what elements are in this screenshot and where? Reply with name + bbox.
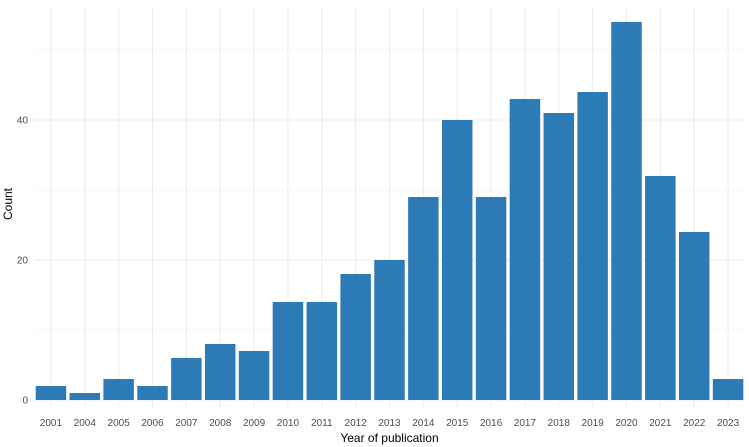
- x-tick-label: 2008: [209, 418, 232, 429]
- bar-2019: [577, 92, 608, 400]
- x-tick-label: 2023: [717, 418, 740, 429]
- x-tick-label: 2004: [74, 418, 97, 429]
- x-tick-label: 2019: [582, 418, 605, 429]
- bar-2023: [712, 379, 744, 400]
- bar-2021: [645, 176, 676, 400]
- y-tick-label: 20: [17, 256, 29, 267]
- x-tick-label: 2021: [649, 418, 672, 429]
- x-tick-label: 2022: [683, 418, 706, 429]
- x-tick-label: 2014: [412, 418, 435, 429]
- bar-2007: [171, 358, 202, 400]
- y-tick-label: 40: [17, 116, 29, 127]
- x-tick-label: 2009: [243, 418, 266, 429]
- bar-2016: [475, 197, 507, 400]
- x-tick-label: 2016: [480, 418, 503, 429]
- y-tick-label: 0: [22, 396, 28, 407]
- bar-2020: [611, 22, 642, 400]
- x-tick-label: 2020: [615, 418, 638, 429]
- bar-2015: [441, 120, 473, 400]
- x-tick-label: 2011: [311, 418, 333, 429]
- x-axis-title: Year of publication: [340, 431, 438, 445]
- x-tick-label: 2010: [277, 418, 300, 429]
- bar-2004: [69, 393, 101, 400]
- x-tick-label: 2018: [548, 418, 571, 429]
- x-tick-label: 2001: [40, 418, 63, 429]
- bar-2013: [374, 260, 405, 400]
- bar-2018: [543, 113, 575, 400]
- bar-2012: [340, 274, 371, 400]
- y-axis-title: Count: [1, 187, 15, 220]
- bar-2009: [238, 351, 270, 400]
- x-tick-labels: 2001 2004 2005 2006 2007 2008 2009 2010 2011 2012…: [40, 418, 740, 429]
- bar-2017: [509, 99, 541, 400]
- bar-2011: [306, 302, 338, 400]
- bar-2006: [137, 386, 168, 400]
- x-tick-label: 2015: [446, 418, 469, 429]
- bar-2022: [678, 232, 710, 400]
- bar-2010: [272, 302, 304, 400]
- bar-2014: [408, 197, 439, 400]
- y-tick-labels: 0 20 40: [17, 116, 29, 407]
- bars: [35, 22, 744, 400]
- bar-2005: [103, 379, 134, 400]
- bar-2001: [35, 386, 67, 400]
- x-tick-label: 2013: [378, 418, 401, 429]
- x-tick-label: 2005: [108, 418, 131, 429]
- x-tick-label: 2007: [175, 418, 198, 429]
- x-tick-label: 2017: [514, 418, 537, 429]
- bar-2008: [204, 344, 236, 400]
- x-tick-label: 2006: [141, 418, 164, 429]
- x-tick-label: 2012: [345, 418, 368, 429]
